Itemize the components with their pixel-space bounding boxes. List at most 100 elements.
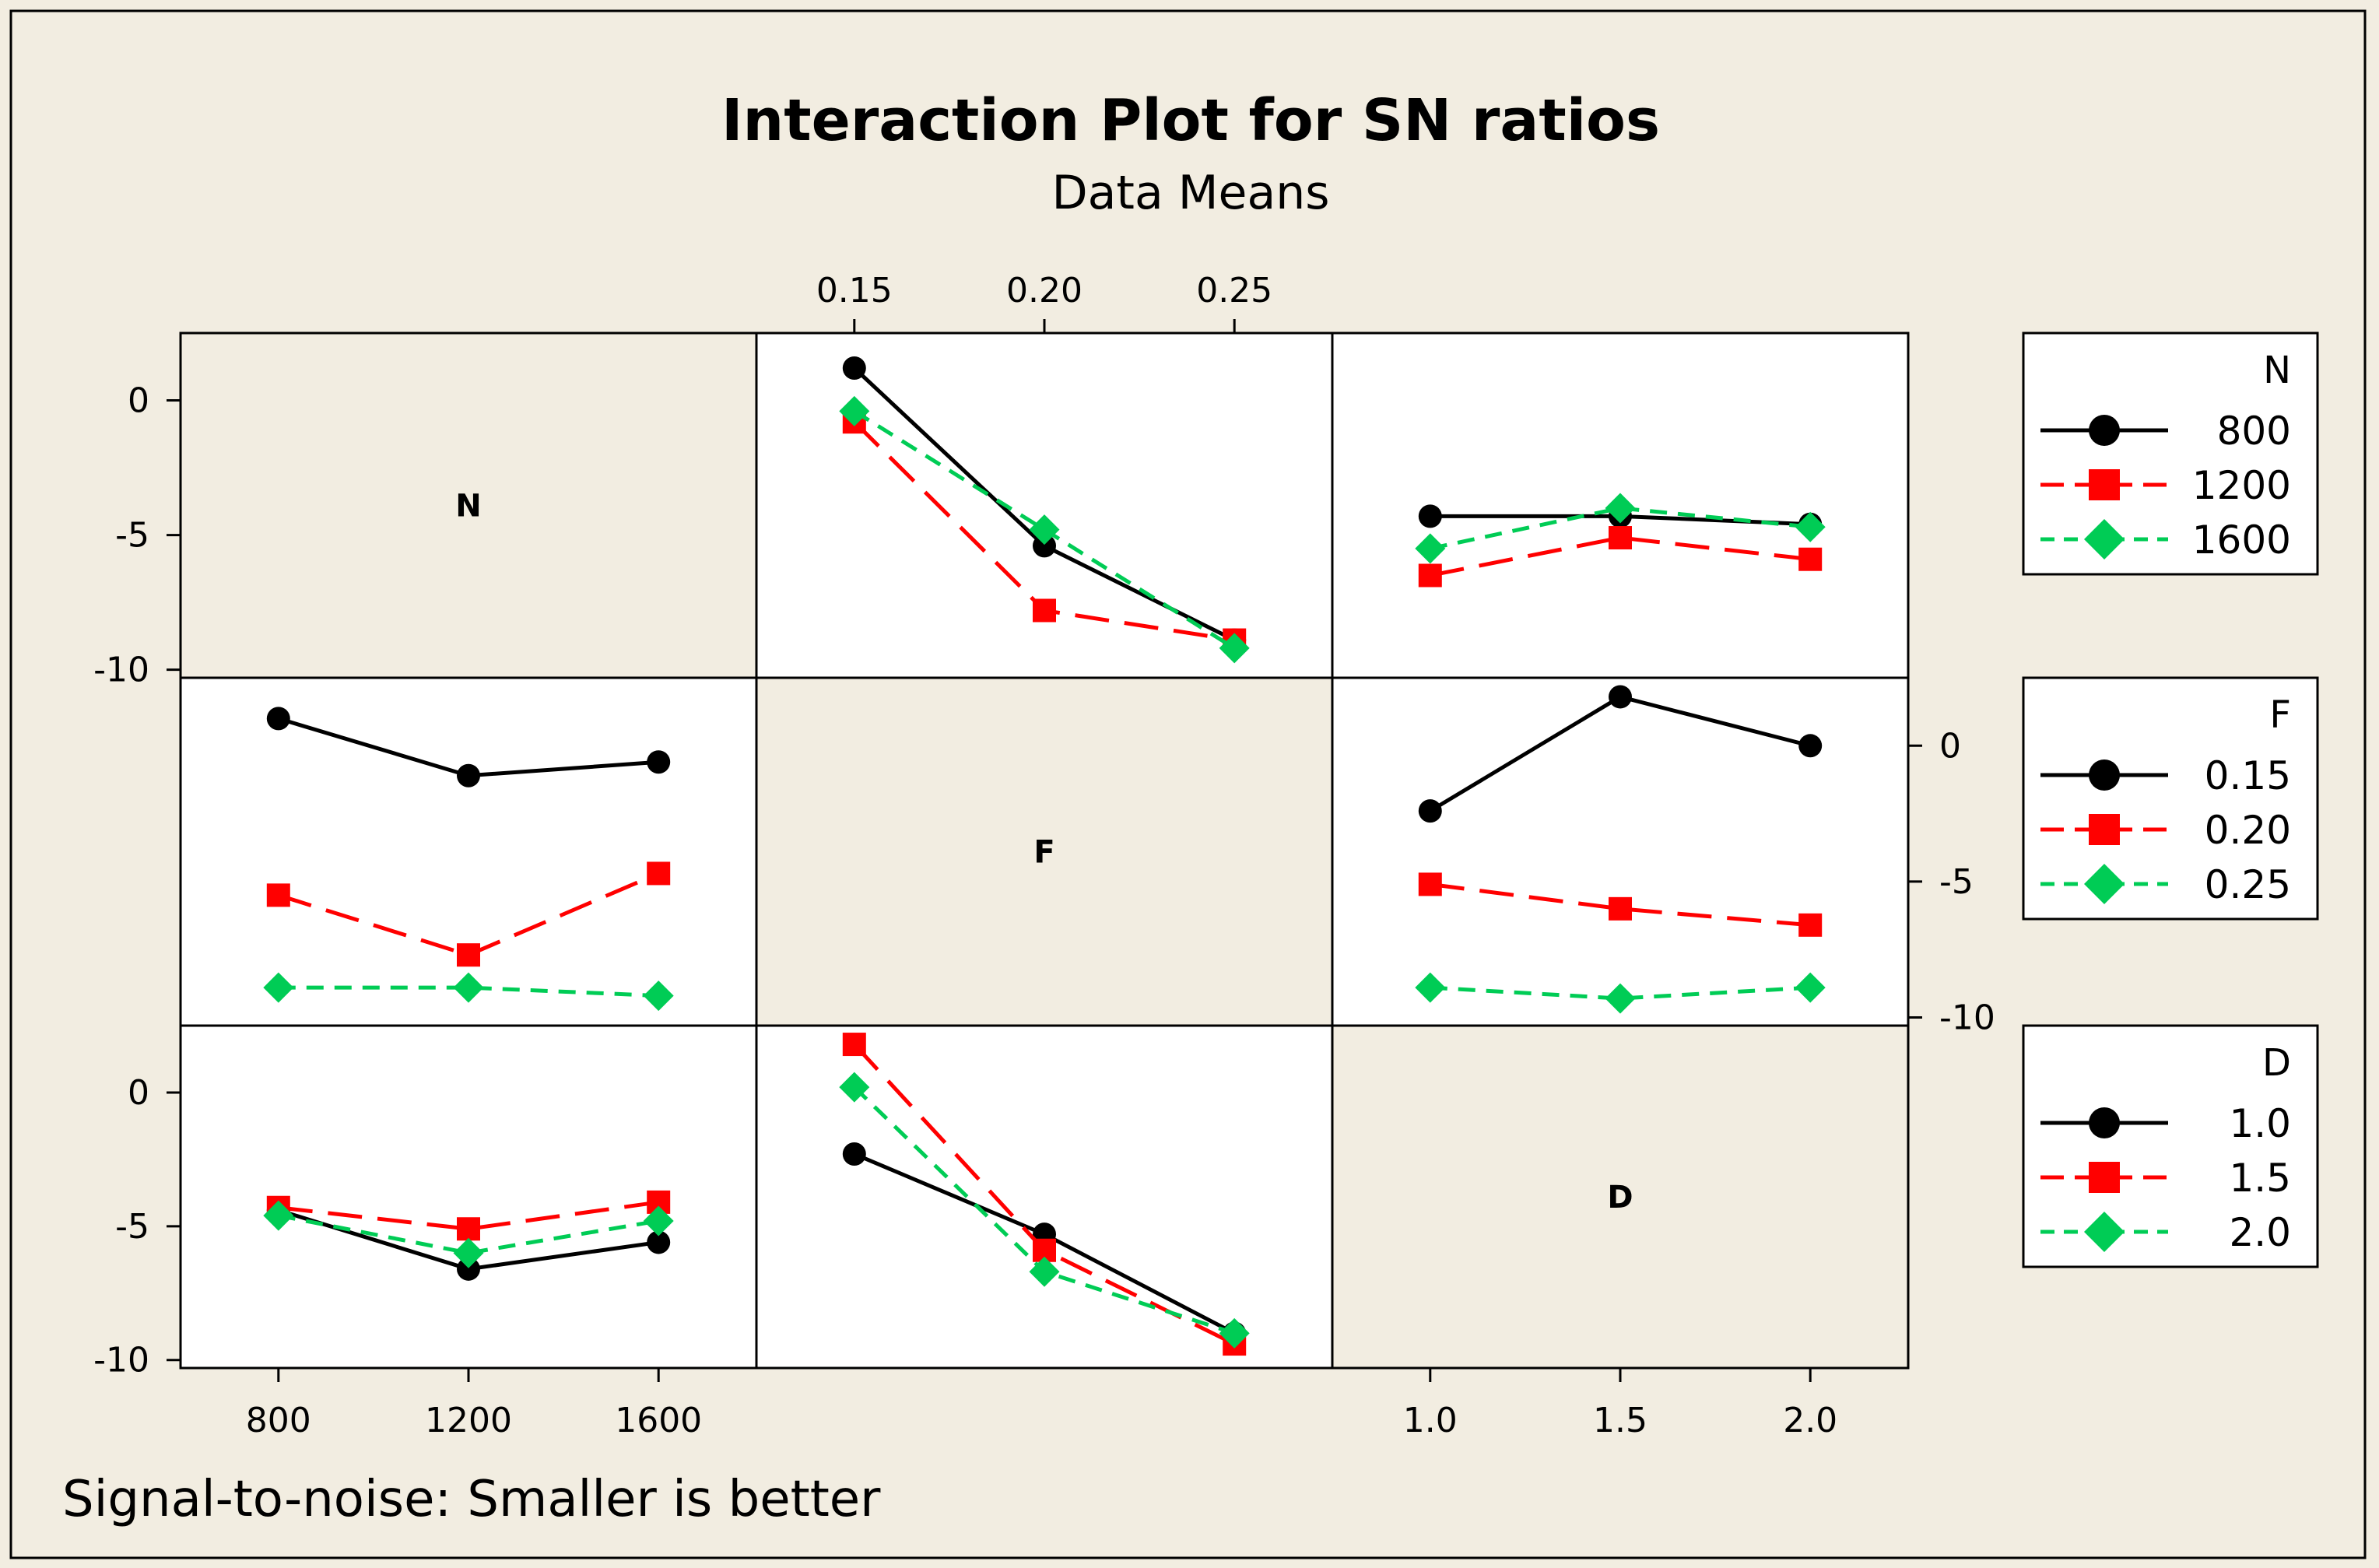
data-point-F-0.20 [1418,872,1442,896]
data-point-F-0.20 [1798,913,1823,937]
data-point-N-1200 [1798,547,1823,571]
series-line-F-0.25 [278,985,659,998]
y-tick-label: -5 [115,1207,149,1247]
legend-title: F [2269,693,2291,737]
data-point-D-1.0 [457,1257,480,1281]
data-point-N-1600 [1795,511,1826,542]
legend-label: 800 [2217,409,2291,454]
legend-marker [2089,469,2120,500]
diagonal-label-D: D [1607,1180,1633,1215]
footnote: Signal-to-noise: Smaller is better [62,1471,881,1528]
legend-group: N 800 1200 1600 F 0.15 0.20 0.25 D 1.0 1.5 2.0 [2022,331,2319,1268]
x-tick-label: 1200 [425,1401,512,1440]
series-line-D-1.5 [278,1200,659,1231]
legend-marker [2089,1162,2120,1193]
series-line-F-0.25 [1430,985,1811,1001]
data-point-F-0.25 [453,972,484,1003]
legend-title: D [2262,1041,2291,1085]
diagonal-label-N: N [455,489,481,524]
x-tick-label: 0.25 [1196,271,1272,310]
data-point-F-0.15 [1798,734,1823,758]
series-line-N-1200 [1430,535,1811,577]
legend-N: N 800 1200 1600 [2022,331,2319,576]
chart-title: Interaction Plot for SN ratios [721,87,1660,154]
panel-matrix: N F D 0 -5 -10 0 -5 -10 0 -5 -10 800 1200 1600 0.15 0.20… [93,271,1995,1440]
x-tick-label: 0.15 [816,271,893,310]
panel-series-N-by-F [839,356,1250,664]
data-point-F-0.15 [457,763,480,788]
y-tick-label: -5 [115,516,149,556]
data-point-F-0.15 [647,750,671,774]
y-tick-label: -5 [1939,862,1974,902]
legend-label: 0.15 [2205,753,2291,798]
x-tick-label: 2.0 [1783,1401,1837,1440]
panel-series-F-by-N [263,707,674,1012]
legend-marker [2089,1107,2120,1138]
data-point-N-800 [1033,534,1056,558]
panel-series-D-by-N [263,1190,674,1281]
series-line-N-1600 [853,409,1236,651]
series-line-N-1600 [1430,506,1811,551]
data-point-N-1600 [839,395,870,426]
chart-subtitle: Data Means [1051,166,1329,220]
legend-label: 1.0 [2229,1101,2291,1146]
panel-series-F-by-D [1415,685,1826,1014]
legend-box [2022,676,2319,921]
legend-marker [2084,519,2125,559]
data-point-N-1200 [1418,563,1442,588]
data-point-F-0.25 [1605,983,1636,1014]
data-point-F-0.20 [457,943,480,967]
legend-label: 0.20 [2205,808,2291,853]
data-point-D-1.5 [842,1033,866,1057]
diagonal-cell-D [1331,1024,1910,1370]
series-line-D-2.0 [278,1213,659,1255]
x-tick-label: 0.20 [1006,271,1082,310]
y-tick-label: 0 [1939,726,1961,766]
x-tick-label: 1.0 [1403,1401,1458,1440]
legend-box [2022,331,2319,576]
data-point-F-0.25 [1795,972,1826,1003]
data-point-N-800 [1418,504,1442,528]
data-point-D-2.0 [453,1237,484,1268]
data-point-F-0.25 [643,980,674,1012]
diagonal-label-F: F [1033,835,1054,871]
data-point-F-0.25 [1415,972,1446,1003]
data-point-D-1.0 [842,1142,866,1166]
data-point-D-1.5 [457,1217,480,1241]
panel-series-N-by-D [1415,493,1826,588]
legend-title: N [2263,349,2291,392]
x-tick-label: 1.5 [1593,1401,1647,1440]
legend-marker [2089,759,2120,791]
diagonal-cell-F [755,676,1334,1027]
data-point-F-0.20 [266,883,290,907]
legend-F: F 0.15 0.20 0.25 [2022,676,2319,921]
data-point-F-0.20 [1609,896,1632,921]
y-tick-label: 0 [128,381,149,421]
data-point-D-2.0 [263,1200,294,1231]
data-point-D-2.0 [1219,1317,1250,1349]
data-point-N-800 [842,356,866,380]
legend-marker [2084,1212,2125,1252]
legend-marker [2089,814,2120,845]
y-tick-label: -10 [1939,998,1995,1038]
data-point-D-2.0 [839,1072,870,1103]
data-point-F-0.15 [1609,685,1632,709]
panel-F-by-D [1331,676,1910,1027]
legend-marker [2089,415,2120,446]
data-point-D-2.0 [1029,1256,1060,1287]
legend-label: 0.25 [2205,862,2291,907]
panel-F-by-N [179,676,758,1027]
legend-box [2022,1024,2319,1268]
data-point-D-1.0 [647,1230,671,1254]
panel-N-by-F [755,331,1334,679]
x-tick-label: 800 [246,1401,311,1440]
series-line-F-0.20 [1430,882,1811,928]
panel-series-D-by-F [839,1033,1250,1356]
data-point-N-1600 [1219,633,1250,664]
x-tick-label: 1600 [615,1401,702,1440]
data-point-F-0.25 [263,972,294,1003]
data-point-N-1600 [1605,493,1636,524]
panel-D-by-F [755,1024,1334,1370]
data-point-F-0.15 [1418,799,1442,823]
